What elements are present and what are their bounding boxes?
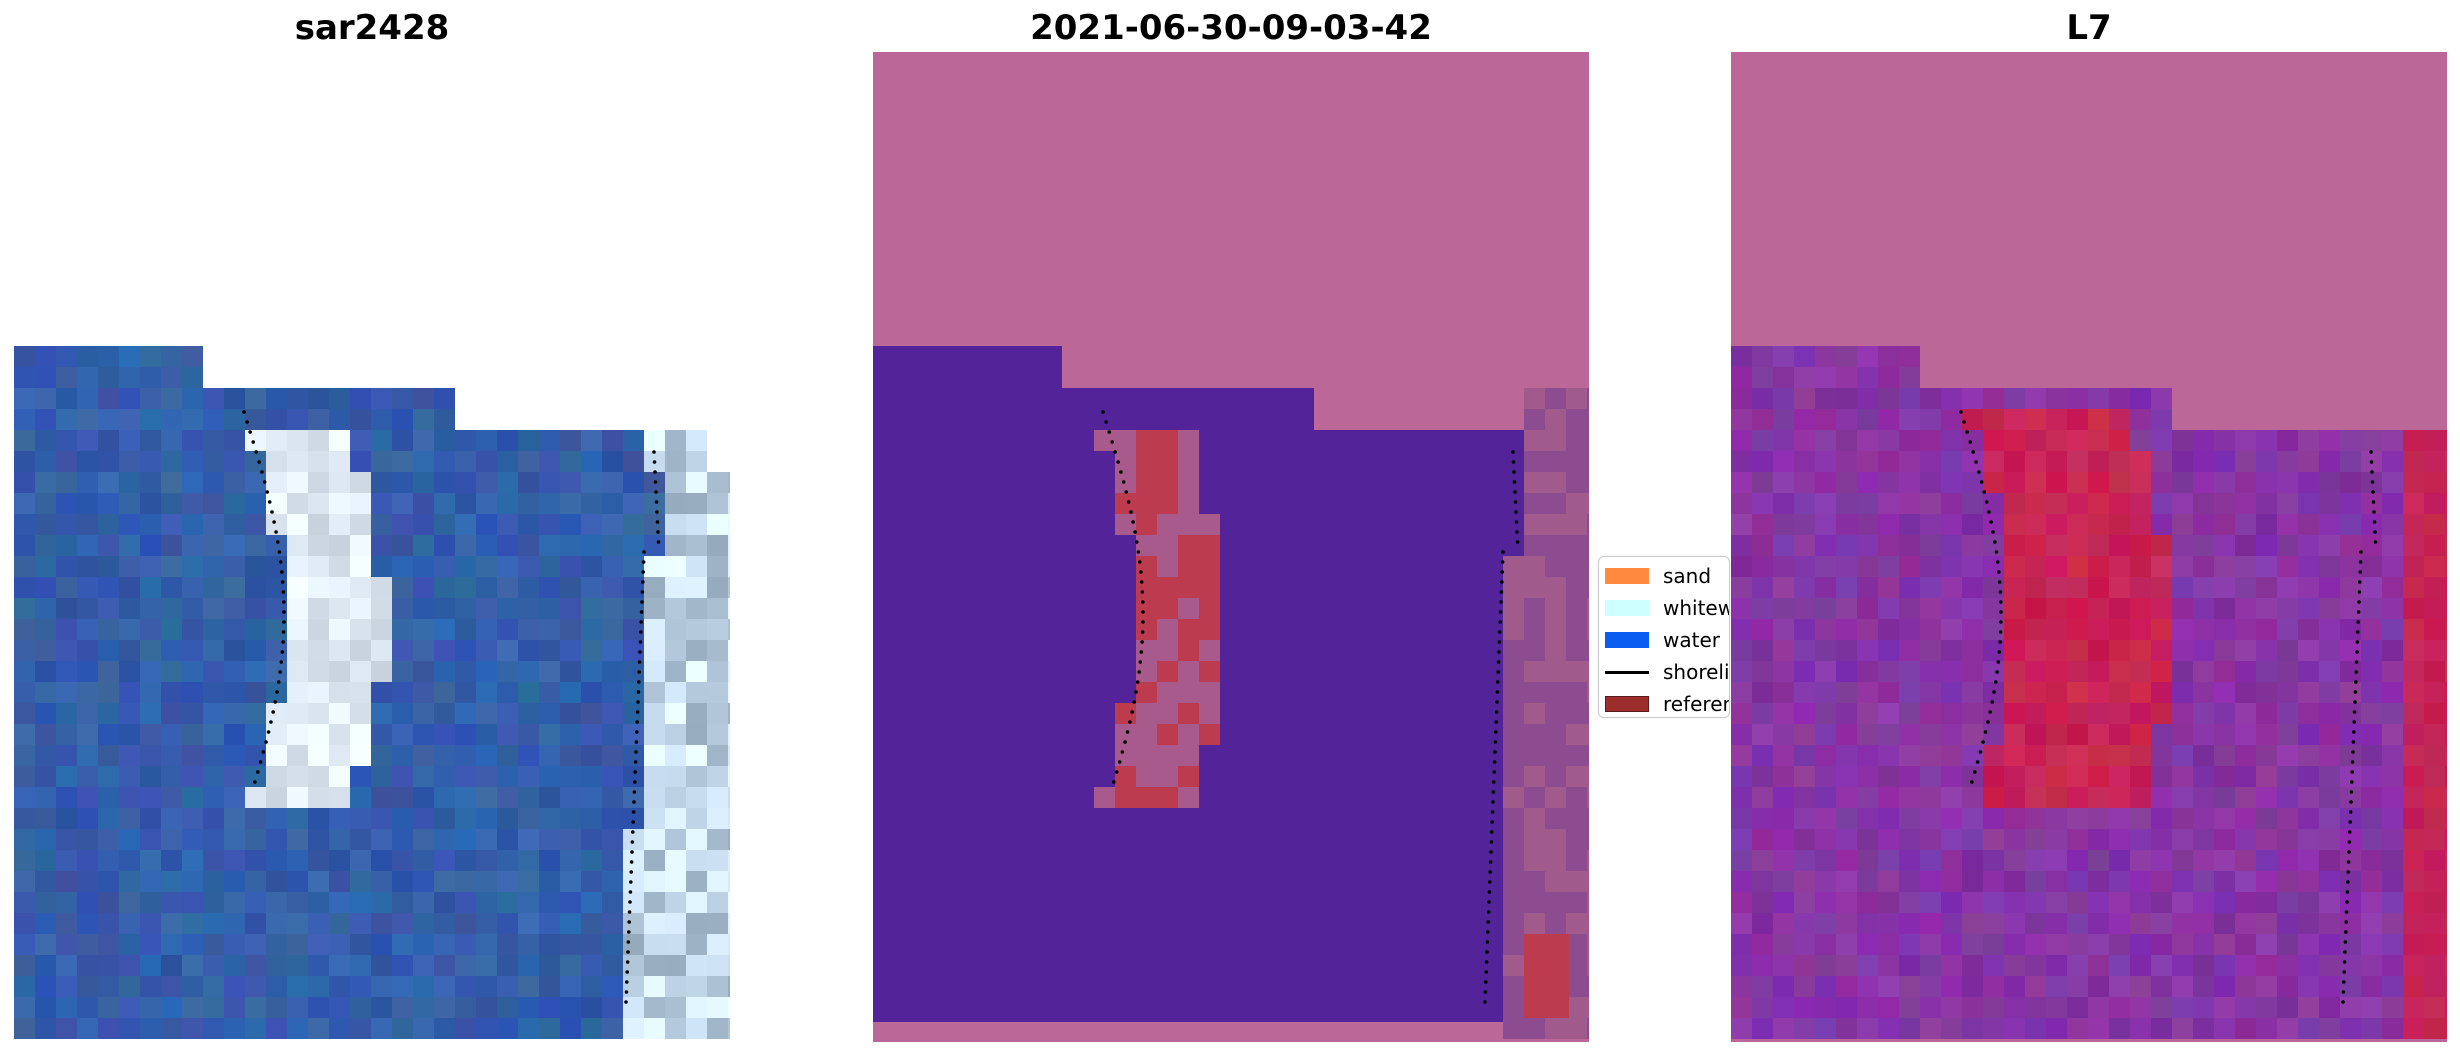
whitewater-swatch-icon xyxy=(1605,600,1649,616)
panel-title-date: 2021-06-30-09-03-42 xyxy=(1030,8,1432,48)
legend-item-shoreline: shoreline xyxy=(1605,659,1729,685)
index-image-panel xyxy=(1731,52,2447,1042)
reference-shoreline-swatch-icon xyxy=(1605,696,1649,712)
legend-item-sand: sand xyxy=(1605,563,1711,589)
water-region xyxy=(873,346,1589,1022)
satellite-image xyxy=(14,346,730,1039)
classified-image xyxy=(873,52,1589,1042)
legend-item-water: water xyxy=(1605,627,1720,653)
satellite-image-panel xyxy=(14,52,730,1042)
shoreline-line-icon xyxy=(1605,670,1649,674)
index-image xyxy=(1731,52,2447,1042)
panel-title-sar2428: sar2428 xyxy=(294,8,450,48)
panel-title-l7: L7 xyxy=(2066,8,2112,48)
reference-shoreline-patch xyxy=(1524,934,1569,1018)
water-swatch-icon xyxy=(1605,632,1649,648)
sand-swatch-icon xyxy=(1605,568,1649,584)
classified-image-panel xyxy=(873,52,1589,1042)
legend-item-reference-shoreline: reference shoreline xyxy=(1605,691,1729,717)
